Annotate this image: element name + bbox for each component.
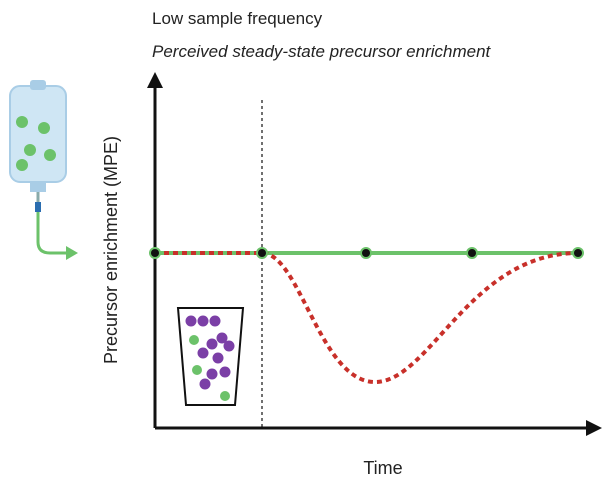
true-curve — [155, 251, 579, 385]
title: Low sample frequency — [152, 9, 323, 28]
x-axis-label: Time — [363, 458, 402, 478]
y-arrow — [147, 72, 163, 88]
x-arrow — [586, 420, 602, 436]
sample-points — [149, 247, 584, 259]
cup — [176, 307, 245, 406]
subtitle: Perceived steady-state precursor enrichm… — [152, 42, 492, 61]
y-axis-label: Precursor enrichment (MPE) — [101, 136, 121, 364]
iv-bag — [9, 80, 78, 260]
